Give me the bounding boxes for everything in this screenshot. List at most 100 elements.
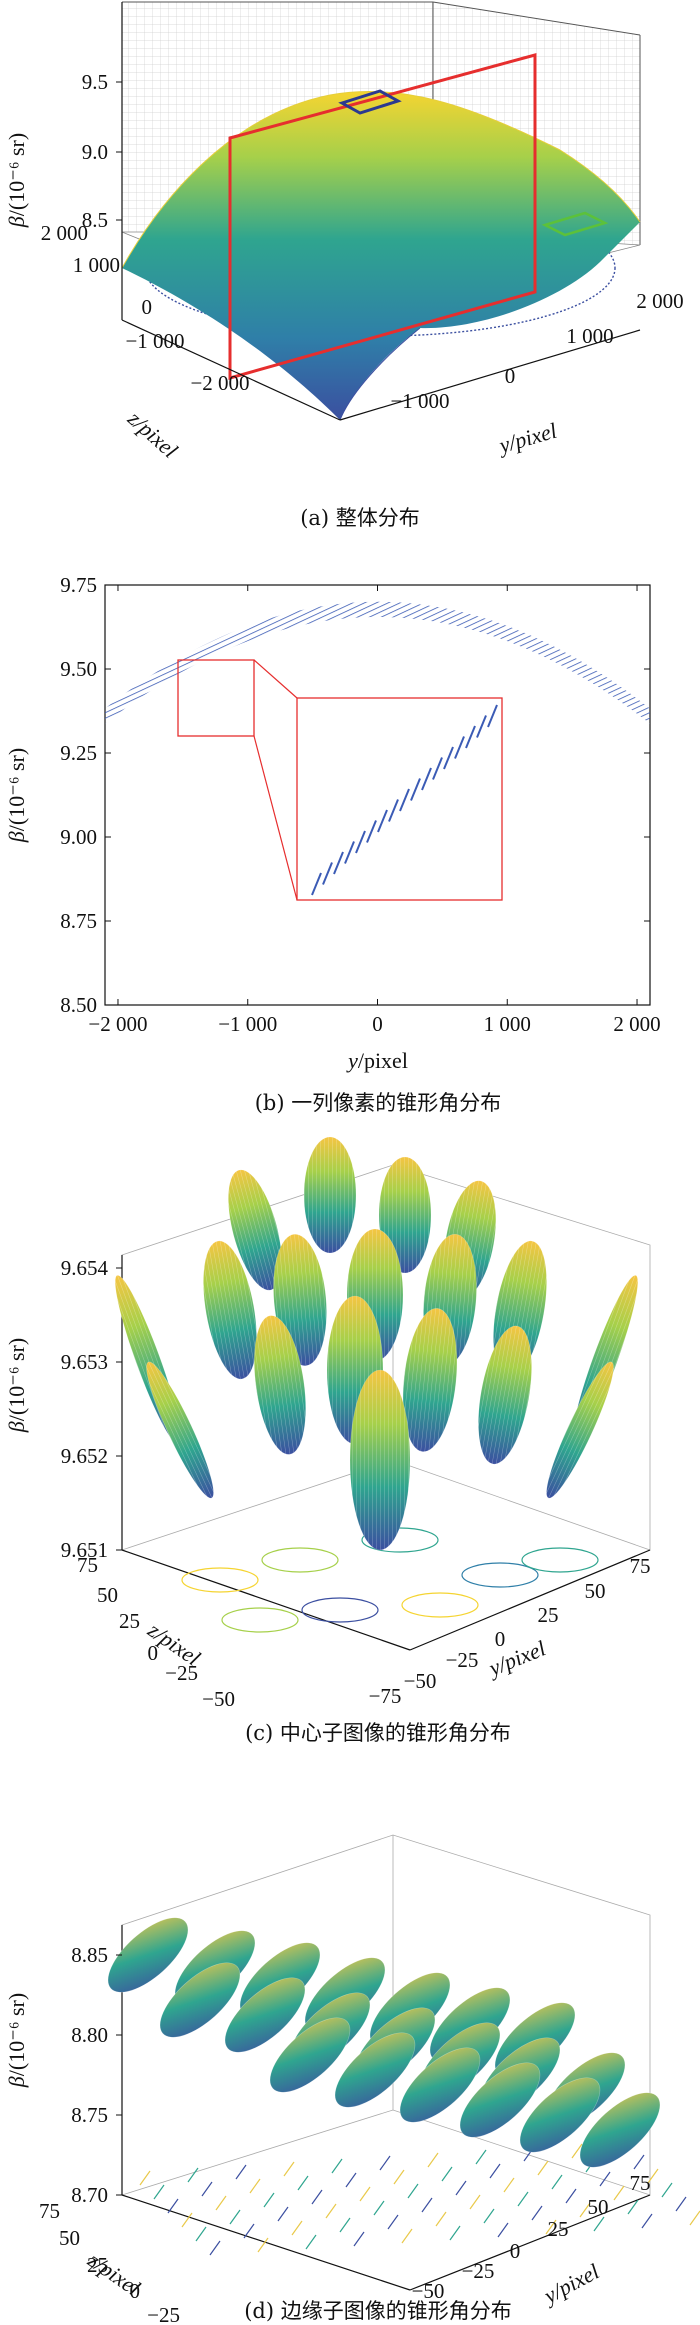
panel-b-xtick: 0 xyxy=(372,1012,383,1036)
panel-b-inset-stroke xyxy=(399,788,410,812)
panel-c-contour xyxy=(181,1567,259,1593)
panel-d-patch xyxy=(269,2017,351,2093)
panel-d-floor-mark xyxy=(579,2202,591,2218)
panel-d-patch xyxy=(579,2092,661,2168)
panel-d-floor-mark xyxy=(565,2188,577,2204)
panel-d-floor-mark xyxy=(689,2210,700,2226)
panel-b-ytick: 9.25 xyxy=(60,741,97,765)
panel-a-y-label: y/pixel xyxy=(494,418,559,459)
panel-c-contour xyxy=(461,1562,539,1588)
panel-b-xtick: −1 000 xyxy=(218,1012,277,1036)
panel-d-floor-mark xyxy=(257,2237,269,2253)
panel-b-x-label: y/pixel xyxy=(346,1048,408,1073)
panel-d-patch xyxy=(334,2032,416,2108)
panel-d-caption: (d) 边缘子图像的锥形角分布 xyxy=(244,2299,512,2323)
panel-d-floor-mark xyxy=(627,2199,639,2215)
panel-b: 8.50 8.75 9.00 9.25 9.50 9.75 −2 000 −1 000 0 1 0… xyxy=(60,573,660,1036)
panel-b-xtick: 2 000 xyxy=(613,1012,660,1036)
panel-d-floor-mark xyxy=(613,2185,625,2201)
panel-b-inset-box xyxy=(296,697,503,901)
panel-a-beta-tick: 9.0 xyxy=(82,140,108,164)
panel-d-floor-mark xyxy=(503,2177,515,2193)
panel-b-inset-hatch xyxy=(311,704,498,896)
panel-d-floor-mark xyxy=(229,2209,241,2225)
panel-d-floor-mark xyxy=(153,2184,165,2200)
panel-d-z-label: z/pixel xyxy=(83,2247,145,2301)
panel-a-z-tick: 2 000 xyxy=(41,221,88,245)
panel-b-inset-stroke xyxy=(311,872,322,896)
panel-d-beta-ticks: 8.70 8.75 8.80 8.85 xyxy=(71,1943,122,2207)
panel-b-ticks: 8.50 8.75 9.00 9.25 9.50 9.75 −2 000 −1 000 0 1 0… xyxy=(60,573,660,1036)
panel-a-red-slice xyxy=(228,53,537,380)
panel-b-inset-stroke xyxy=(432,757,443,780)
panel-d-floor-mark xyxy=(277,2206,289,2222)
panel-d-floor-mark xyxy=(571,2143,583,2159)
panel-c-lobe-texture xyxy=(403,1308,457,1452)
panel-d-z-tick: 50 xyxy=(59,2226,80,2250)
panel-c-z-tick: 0 xyxy=(148,1641,159,1665)
panel-d-y-tick: 0 xyxy=(510,2239,521,2263)
panel-d xyxy=(107,1834,700,2291)
panel-d-floor-mark xyxy=(209,2240,221,2256)
panel-d-patch xyxy=(459,2062,541,2138)
panel-b-inset-stroke xyxy=(421,767,432,791)
panel-a-z-tick: 1 000 xyxy=(73,253,120,277)
panel-c-contour xyxy=(301,1597,379,1623)
panel-c-lobe-texture xyxy=(146,1361,214,1499)
panel-a-blue-box xyxy=(338,89,402,115)
panel-d-floor-mark xyxy=(647,2168,659,2184)
panel-d-y-tick: −25 xyxy=(462,2259,495,2283)
panel-a-z-tick: −2 000 xyxy=(190,371,249,395)
panel-d-floor-mark xyxy=(661,2182,673,2198)
panel-b-inset-stroke xyxy=(333,851,344,875)
panel-d-floor-mark xyxy=(359,2186,371,2202)
panel-d-floor-mark xyxy=(195,2226,207,2242)
panel-a-surface xyxy=(122,91,640,420)
panel-a-y-tick: 1 000 xyxy=(566,324,613,348)
panel-d-floor-mark xyxy=(593,2216,605,2232)
panel-c-z-tick: 75 xyxy=(77,1553,98,1577)
panel-c-y-tick: 25 xyxy=(538,1603,559,1627)
panel-a-caption: (a) 整体分布 xyxy=(300,506,420,530)
panel-c-y-tick: 75 xyxy=(630,1554,651,1578)
panel-c-lobe-texture xyxy=(304,1137,356,1253)
panel-c-contour xyxy=(221,1607,299,1633)
panel-a-z-tick: 0 xyxy=(142,295,153,319)
panel-d-floor-mark xyxy=(249,2178,261,2194)
panel-d-floor-mark xyxy=(407,2183,419,2199)
panel-a-beta-tick: 9.5 xyxy=(82,70,108,94)
panel-c-lobe-texture xyxy=(254,1315,306,1455)
panel-d-surface-patches xyxy=(107,1917,661,2168)
panel-d-floor-mark xyxy=(421,2197,433,2213)
panel-b-connector-bottom xyxy=(253,735,298,901)
panel-d-z-tick: 25 xyxy=(87,2253,108,2277)
panel-d-floor-mark xyxy=(517,2191,529,2207)
panel-d-floor-mark xyxy=(469,2194,481,2210)
panel-b-inset-stroke xyxy=(487,704,498,728)
panel-d-floor-mark xyxy=(291,2220,303,2236)
panel-c-y-tick: −25 xyxy=(446,1648,479,1672)
panel-d-floor-mark xyxy=(483,2208,495,2224)
panel-b-ytick: 9.75 xyxy=(60,573,97,597)
panel-a-y-axis-ticks: −1 000 0 1 000 2 000 xyxy=(390,289,683,413)
panel-a-y-tick: −1 000 xyxy=(390,389,449,413)
panel-d-floor-mark xyxy=(475,2149,487,2165)
panel-b-xtick: −2 000 xyxy=(88,1012,147,1036)
panel-c-lobe-texture xyxy=(546,1361,614,1499)
panel-c-beta-label: β/(10⁻⁶ sr) xyxy=(4,1338,29,1433)
panel-a-y-tick: 2 000 xyxy=(636,289,683,313)
panel-d-patch xyxy=(107,1917,189,1993)
panel-b-beta-label: β/(10⁻⁶ sr) xyxy=(4,748,29,843)
panel-d-floor-mark xyxy=(243,2223,255,2239)
panel-d-floor-mark xyxy=(345,2172,357,2188)
panel-d-floor-mark xyxy=(441,2166,453,2182)
panel-a-z-tick: −1 000 xyxy=(125,329,184,353)
panel-c-y-tick: −75 xyxy=(369,1684,402,1708)
panel-d-floor-mark xyxy=(633,2154,645,2170)
panel-c-y-tick: −50 xyxy=(404,1669,437,1693)
panel-c-beta-ticks: 9.651 9.652 9.653 9.654 xyxy=(61,1256,122,1562)
panel-c xyxy=(114,1136,651,1651)
panel-d-z-tick: 75 xyxy=(39,2199,60,2223)
panel-c-contour xyxy=(361,1527,439,1553)
panel-d-floor-mark xyxy=(331,2158,343,2174)
